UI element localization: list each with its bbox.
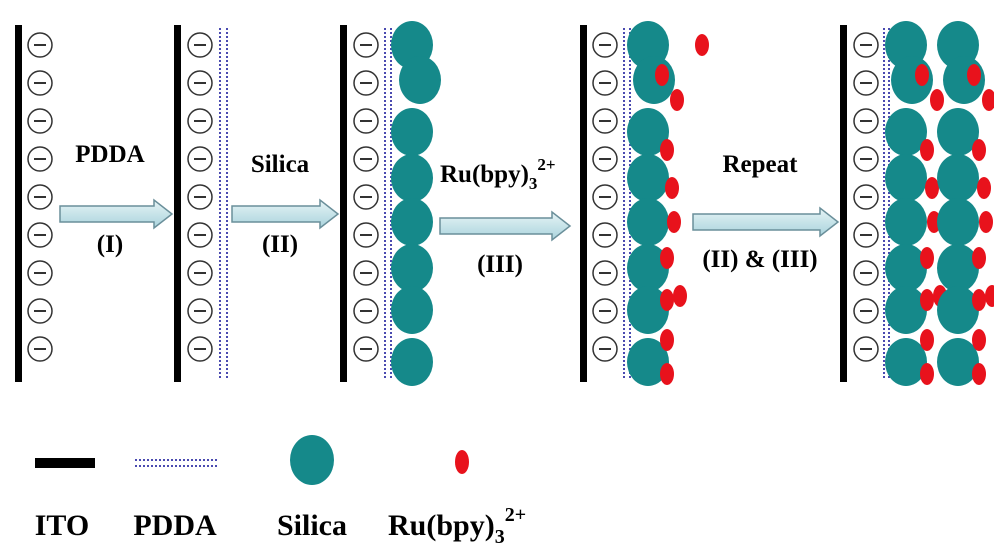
formula-sub: 3 [495,526,505,548]
formula-sup: 2+ [505,504,526,526]
ito-electrode [580,25,587,382]
silica-particle [885,154,927,202]
silica-particle [391,108,433,156]
ru-complex [972,139,986,161]
legend-ru [455,450,469,474]
silica-particle [937,286,979,334]
ru-complex [655,64,669,86]
step-number: (I) [97,231,123,258]
ru-complex [972,289,986,311]
step-label: Ru(bpy)32+ [440,155,556,193]
ru-complex [982,89,994,111]
ru-complex [695,34,709,56]
arrow [60,200,172,228]
ru-complex [972,363,986,385]
silica-particle [885,244,927,292]
ru-complex [660,247,674,269]
silica-particle [627,198,669,246]
ru-complex [979,211,993,233]
legend-silica [290,435,334,485]
ru-complex [972,247,986,269]
step-label: PDDA [75,141,144,168]
silica-particle [391,286,433,334]
ru-complex [660,289,674,311]
silica-particle [937,244,979,292]
silica-particle [937,154,979,202]
formula-base: Ru(bpy) [388,509,495,542]
silica-particle [885,198,927,246]
step-number: (II) & (III) [702,246,817,273]
formula-sub: 3 [529,174,538,193]
arrow [232,200,338,228]
legend-label: Ru(bpy)32+ [388,504,526,548]
ito-electrode [174,25,181,382]
legend-label: ITO [35,509,89,542]
legend-label: Silica [277,509,347,542]
step-number: (III) [477,251,523,278]
ru-complex [660,329,674,351]
ru-complex [977,177,991,199]
ru-complex [967,64,981,86]
ru-complex [925,177,939,199]
ru-complex [670,89,684,111]
ru-complex [920,363,934,385]
silica-particle [391,244,433,292]
ru-complex [920,289,934,311]
ru-complex [660,363,674,385]
silica-particle [399,56,441,104]
step-label: Silica [251,151,310,178]
silica-particle [391,198,433,246]
ru-complex [930,89,944,111]
legend-label: PDDA [133,509,217,542]
diagram: PDDA (I) Silica (II) Ru(bpy)32+ (III) Re… [0,0,994,553]
formula-base: Ru(bpy) [440,161,529,188]
ito-electrode [15,25,22,382]
ru-complex [915,64,929,86]
ru-complex [972,329,986,351]
ito-electrode [340,25,347,382]
arrow [440,212,570,240]
ru-complex [920,139,934,161]
step-label: Repeat [723,151,799,178]
silica-particle [633,56,675,104]
ru-complex [660,139,674,161]
formula-sup: 2+ [537,155,555,174]
ru-complex [920,329,934,351]
silica-particle [937,338,979,386]
arrow [693,208,838,236]
step-number: (II) [262,231,298,258]
silica-particle [885,286,927,334]
silica-particle [885,338,927,386]
silica-particle [937,198,979,246]
ru-complex [985,285,994,307]
ito-electrode [840,25,847,382]
silica-particle [391,154,433,202]
silica-particle [391,338,433,386]
legend-ito [35,458,95,468]
ru-complex [673,285,687,307]
silica-particle [627,154,669,202]
ru-complex [920,247,934,269]
ru-complex [667,211,681,233]
ru-complex [665,177,679,199]
